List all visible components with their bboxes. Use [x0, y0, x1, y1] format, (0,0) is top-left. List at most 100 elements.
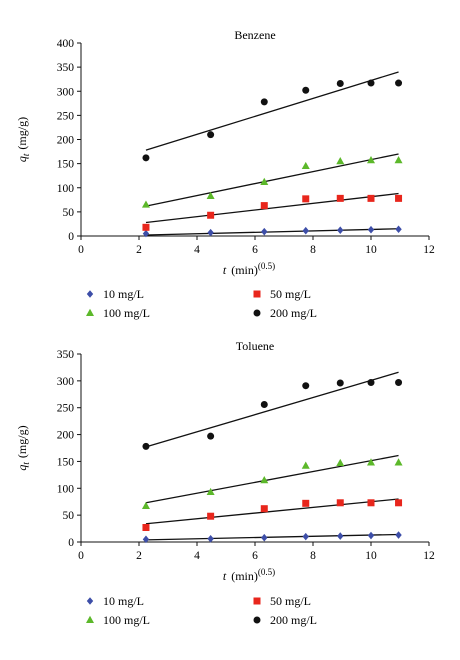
x-tick-label: 8: [310, 244, 316, 256]
data-point: [302, 532, 309, 541]
x-axis-label: t (min)(0.5): [223, 261, 275, 277]
data-point: [141, 200, 150, 208]
data-point: [142, 442, 150, 450]
data-point: [336, 80, 344, 88]
data-point: [302, 86, 310, 94]
x-tick-label: 2: [136, 244, 142, 256]
legend-item: 50 mg/L: [253, 287, 311, 301]
x-tick-label: 6: [252, 550, 258, 562]
y-tick-label: 0: [68, 231, 74, 243]
legend-item: 100 mg/L: [86, 613, 150, 627]
data-point: [336, 379, 344, 387]
data-point: [367, 499, 375, 507]
data-point: [337, 226, 344, 235]
x-tick-label: 8: [310, 550, 316, 562]
legend-label: 100 mg/L: [103, 306, 150, 320]
fit-line: [145, 71, 399, 151]
data-point: [261, 227, 268, 236]
legend: 10 mg/L 50 mg/L 100 mg/L 200 mg/L: [86, 287, 317, 320]
data-point: [141, 501, 150, 510]
data-point: [142, 523, 150, 531]
y-axis-label-unit: (mg/g): [15, 117, 29, 150]
y-tick-label: 300: [57, 376, 75, 388]
x-tick-label: 0: [78, 244, 84, 256]
y-tick-label: 50: [63, 207, 75, 219]
data-point: [207, 432, 215, 440]
legend-item: 50 mg/L: [253, 594, 311, 608]
legend-marker: [86, 597, 94, 605]
data-point: [367, 378, 375, 386]
fit-line: [145, 192, 399, 224]
x-axis-label-exponent: (0.5): [258, 261, 275, 271]
data-point: [395, 531, 402, 539]
data-point: [367, 458, 375, 466]
series-10-mgl: [142, 531, 402, 544]
data-point: [394, 156, 403, 164]
series-100-mgl: [141, 454, 403, 510]
y-axis-label: qt (mg/g): [15, 425, 31, 470]
data-point: [207, 211, 215, 219]
legend-marker: [86, 615, 94, 623]
chart-panel-benzene: Benzene 0 50 100 150 200 250 300 350 400 0 2 4 6 8 10 12…: [15, 28, 435, 320]
y-axis-label-sub: t: [21, 153, 31, 156]
legend-item: 10 mg/L: [86, 594, 144, 608]
x-tick-label: 6: [252, 244, 258, 256]
legend-label: 200 mg/L: [270, 306, 317, 320]
x-axis-label-var: t: [223, 263, 227, 277]
y-tick-label: 350: [57, 62, 75, 74]
legend-marker: [86, 290, 94, 298]
y-tick-label: 50: [63, 510, 75, 522]
data-point: [302, 382, 310, 390]
data-point: [395, 378, 403, 386]
data-point: [142, 223, 150, 231]
x-tick-label: 2: [136, 550, 142, 562]
chart-title: Toluene: [236, 339, 274, 353]
data-point: [142, 154, 150, 162]
y-tick-label: 400: [57, 38, 75, 50]
data-point: [395, 79, 403, 87]
data-point: [336, 157, 345, 165]
y-tick-label: 350: [57, 349, 75, 361]
data-point: [207, 512, 215, 520]
x-axis-label-unit: (min): [231, 569, 258, 583]
legend-item: 100 mg/L: [86, 306, 150, 320]
data-point: [367, 194, 375, 202]
data-point: [395, 225, 402, 234]
data-point: [302, 195, 310, 203]
y-axis-label-var: q: [15, 156, 29, 162]
x-axis-label-exponent: (0.5): [258, 567, 275, 577]
legend-label: 50 mg/L: [270, 287, 311, 301]
legend-marker: [253, 309, 261, 317]
data-point: [261, 533, 268, 542]
y-tick-label: 150: [57, 159, 75, 171]
fit-line: [145, 153, 399, 207]
y-axis-label-var: q: [15, 465, 29, 471]
legend-marker: [253, 290, 261, 298]
data-point: [367, 531, 375, 540]
data-point: [260, 476, 269, 484]
x-tick-label: 4: [194, 550, 200, 562]
data-point: [367, 225, 375, 234]
data-point: [260, 400, 268, 408]
y-tick-label: 250: [57, 403, 75, 415]
legend-label: 100 mg/L: [103, 613, 150, 627]
legend-item: 10 mg/L: [86, 287, 144, 301]
data-point: [395, 499, 403, 507]
fit-line: [145, 228, 399, 236]
series-10-mgl: [142, 225, 402, 238]
legend-item: 200 mg/L: [253, 613, 317, 627]
data-point: [207, 131, 215, 139]
legend-label: 50 mg/L: [270, 594, 311, 608]
data-point: [367, 79, 375, 87]
chart-title: Benzene: [234, 28, 275, 42]
y-tick-label: 300: [57, 86, 75, 98]
x-tick-label: 10: [365, 244, 377, 256]
x-tick-label: 4: [194, 244, 200, 256]
data-point: [336, 194, 344, 202]
legend-label: 200 mg/L: [270, 613, 317, 627]
data-point: [260, 202, 268, 210]
legend-item: 200 mg/L: [253, 306, 317, 320]
legend-marker: [253, 597, 261, 605]
